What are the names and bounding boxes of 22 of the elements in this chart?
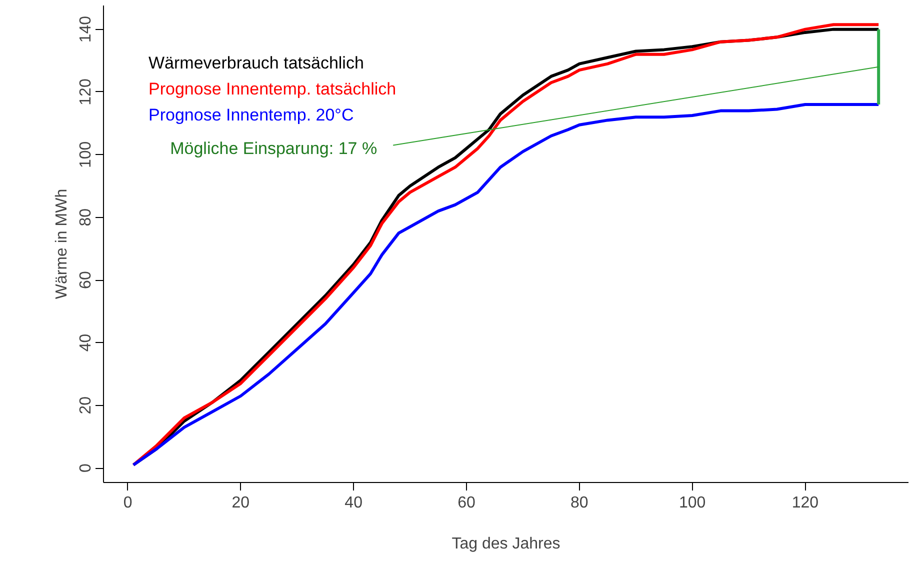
y-tick-label: 60 bbox=[78, 271, 94, 289]
text: Prognose Innentemp. tatsächlich bbox=[148, 80, 396, 98]
x-tick-label: 60 bbox=[458, 494, 476, 512]
y-tick-label: 40 bbox=[78, 334, 94, 352]
y-tick-label: 140 bbox=[78, 16, 94, 43]
x-tick-label: 40 bbox=[344, 494, 363, 512]
x-tick-label: 100 bbox=[678, 494, 706, 512]
text: Wärmeverbrauch tatsächlich bbox=[148, 54, 364, 72]
x-tick-label: 0 bbox=[123, 494, 132, 512]
line-series bbox=[132, 103, 880, 466]
y-tick-label: 20 bbox=[78, 396, 94, 414]
x-tick-label: 20 bbox=[232, 494, 250, 512]
y-axis-title: Wärme in MWh bbox=[54, 188, 70, 300]
y-tick-label: 120 bbox=[78, 78, 94, 106]
x-axis-title: Tag des Jahres bbox=[452, 536, 560, 552]
x-tick-label: 120 bbox=[792, 494, 819, 512]
y-tick-label: 100 bbox=[78, 141, 94, 168]
annotation: Mögliche Einsparung: 17 % bbox=[170, 138, 378, 158]
x-tick-label: 80 bbox=[570, 494, 588, 512]
text: Prognose Innentemp. 20°C bbox=[148, 106, 354, 124]
y-tick-label: 0 bbox=[78, 464, 94, 473]
y-tick-label: 80 bbox=[78, 208, 94, 226]
